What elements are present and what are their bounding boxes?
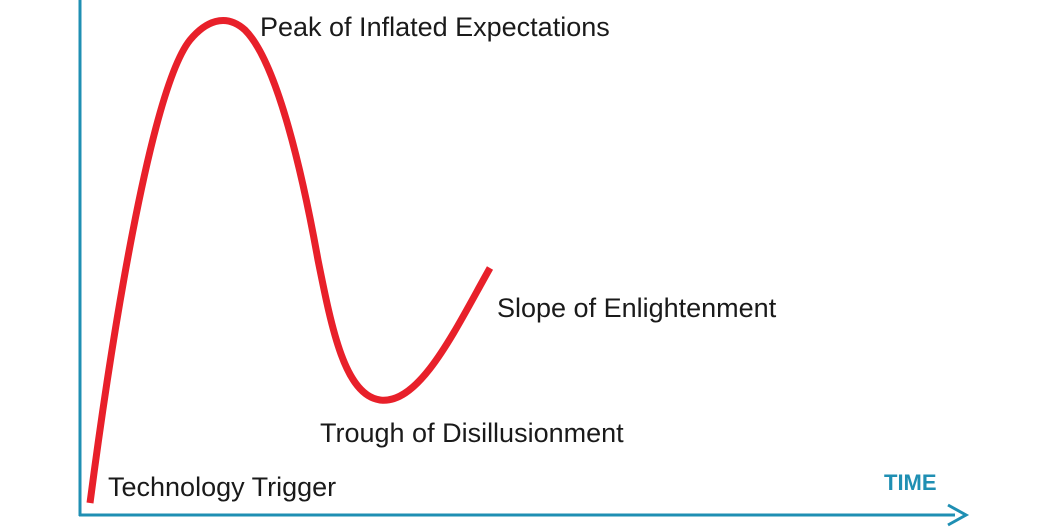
x-axis-arrow-icon <box>947 503 970 527</box>
label-peak-of-inflated-expectations: Peak of Inflated Expectations <box>260 12 610 42</box>
label-slope-of-enlightenment: Slope of Enlightenment <box>497 293 777 323</box>
x-axis-label-time: TIME <box>884 470 937 495</box>
label-trough-of-disillusionment: Trough of Disillusionment <box>320 418 624 448</box>
hype-curve <box>86 17 494 504</box>
label-technology-trigger: Technology Trigger <box>108 472 336 502</box>
